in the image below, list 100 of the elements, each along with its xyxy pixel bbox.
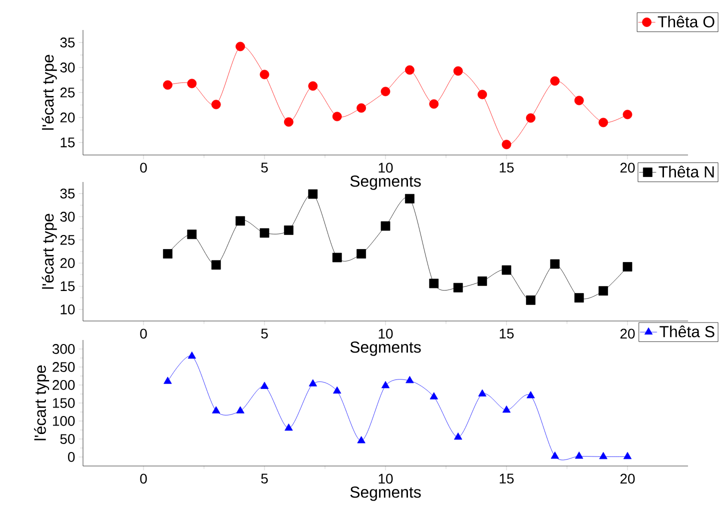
point <box>357 436 366 444</box>
legend-label: Thêta O <box>658 16 714 28</box>
point <box>478 276 488 286</box>
point <box>430 392 438 400</box>
point <box>236 406 244 414</box>
point <box>598 118 608 128</box>
y-tick-label: 15 <box>60 281 75 292</box>
y-tick-label: 20 <box>60 112 75 122</box>
x-tick-label: 0 <box>140 328 147 339</box>
y-tick-label: 150 <box>53 398 75 408</box>
x-tick-label: 10 <box>378 328 393 339</box>
point <box>308 189 318 199</box>
y-tick-label: 250 <box>52 362 75 372</box>
point <box>478 389 486 396</box>
point <box>502 265 512 275</box>
point <box>405 65 414 75</box>
point <box>502 140 512 150</box>
y-tick-label: 30 <box>60 212 75 222</box>
point <box>333 386 342 394</box>
point <box>526 295 536 305</box>
point <box>284 424 293 431</box>
y-tick-label: 100 <box>53 416 75 426</box>
point <box>332 112 342 122</box>
point <box>526 391 535 398</box>
point <box>550 259 560 269</box>
x-tick-label: 5 <box>261 328 268 339</box>
x-tick-label: 20 <box>620 474 635 484</box>
point <box>598 286 608 296</box>
legend-label: Thêta N <box>658 166 714 178</box>
point <box>406 376 414 384</box>
point <box>575 452 584 459</box>
point <box>260 70 270 80</box>
x-axis-title: Segments <box>350 486 421 501</box>
point <box>380 221 390 231</box>
point <box>599 452 608 460</box>
point <box>163 80 172 90</box>
y-tick-label: 50 <box>60 434 75 444</box>
point <box>356 249 366 259</box>
point <box>622 110 632 120</box>
point <box>454 432 462 440</box>
point <box>526 113 536 123</box>
x-axis-title: Segments <box>350 341 421 356</box>
point <box>574 293 584 303</box>
y-tick-label: 0 <box>68 452 75 462</box>
point <box>622 262 632 272</box>
point <box>284 117 294 127</box>
y-tick-label: 10 <box>60 304 75 314</box>
point <box>453 282 463 292</box>
point <box>550 76 560 86</box>
y-axis-title: l'écart type <box>42 214 57 289</box>
point <box>164 376 172 384</box>
y-tick-label: 30 <box>60 62 75 72</box>
x-tick-label: 10 <box>378 474 393 484</box>
point <box>429 278 439 288</box>
x-tick-label: 10 <box>378 162 393 173</box>
y-tick-label: 25 <box>60 234 75 245</box>
point <box>429 99 439 109</box>
y-tick-label: 25 <box>60 88 75 98</box>
x-tick-label: 5 <box>261 474 268 484</box>
point <box>212 406 220 414</box>
x-tick-label: 15 <box>500 162 514 173</box>
point <box>308 81 318 91</box>
point <box>211 100 221 110</box>
point <box>405 194 414 204</box>
point <box>332 252 342 262</box>
x-tick-label: 5 <box>261 162 268 173</box>
point <box>187 230 197 240</box>
point <box>163 249 172 259</box>
point <box>478 90 488 100</box>
y-tick-label: 15 <box>60 138 75 148</box>
point <box>550 452 559 459</box>
y-tick-label: 35 <box>60 38 75 48</box>
y-axis-title: l'écart type <box>34 365 50 440</box>
y-axis-title: l'écart type <box>42 54 57 130</box>
point <box>236 42 245 52</box>
x-tick-label: 15 <box>500 474 514 484</box>
point <box>236 216 245 226</box>
point <box>381 381 390 388</box>
point <box>380 86 390 96</box>
point <box>260 228 270 238</box>
y-tick-label: 35 <box>60 188 75 199</box>
x-tick-label: 15 <box>500 328 514 339</box>
x-tick-label: 0 <box>140 162 147 173</box>
x-axis-title: Segments <box>350 175 421 190</box>
y-tick-label: 200 <box>52 380 75 390</box>
point <box>356 103 366 113</box>
point <box>211 260 221 270</box>
point <box>308 379 317 386</box>
point <box>284 225 294 235</box>
point <box>260 382 269 389</box>
y-tick-label: 20 <box>60 258 75 268</box>
x-tick-label: 0 <box>140 474 147 484</box>
point <box>187 78 197 88</box>
point <box>502 406 511 413</box>
point <box>574 96 584 106</box>
point <box>623 452 632 460</box>
point <box>453 66 463 76</box>
x-tick-label: 20 <box>620 328 635 339</box>
point <box>188 352 196 359</box>
x-tick-label: 20 <box>620 162 635 173</box>
